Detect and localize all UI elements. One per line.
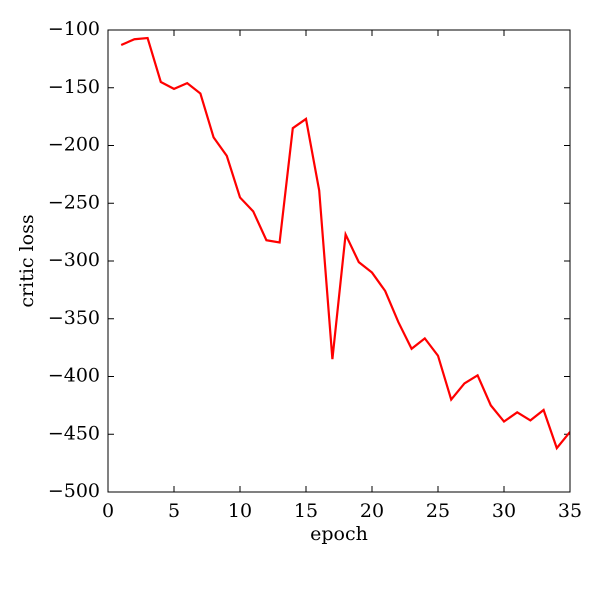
y-tick-label: −250 bbox=[48, 191, 100, 213]
x-tick-label: 25 bbox=[426, 500, 450, 522]
x-tick-label: 10 bbox=[228, 500, 252, 522]
y-tick-label: −350 bbox=[48, 307, 100, 329]
y-tick-label: −100 bbox=[48, 18, 100, 40]
y-tick-label: −450 bbox=[48, 422, 100, 444]
x-tick-label: 0 bbox=[102, 500, 114, 522]
y-tick-label: −400 bbox=[48, 365, 100, 387]
x-tick-label: 30 bbox=[492, 500, 516, 522]
y-tick-label: −500 bbox=[48, 480, 100, 502]
y-tick-label: −200 bbox=[48, 134, 100, 156]
x-tick-label: 5 bbox=[168, 500, 180, 522]
x-tick-label: 20 bbox=[360, 500, 384, 522]
y-axis-label: critic loss bbox=[16, 214, 38, 307]
x-axis-label: epoch bbox=[310, 523, 368, 545]
y-tick-label: −150 bbox=[48, 76, 100, 98]
x-tick-label: 35 bbox=[558, 500, 582, 522]
x-tick-label: 15 bbox=[294, 500, 318, 522]
y-tick-label: −300 bbox=[48, 249, 100, 271]
line bbox=[120, 36, 570, 451]
plot-frame bbox=[107, 29, 571, 493]
